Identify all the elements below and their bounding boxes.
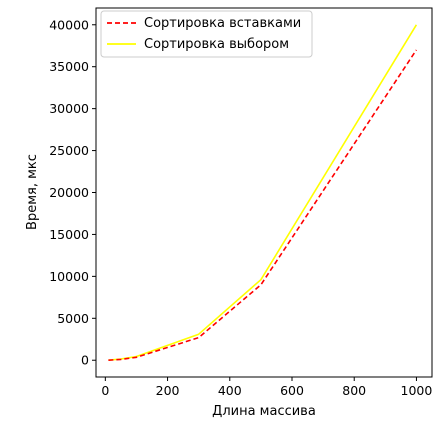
series-line-insertion <box>108 49 418 361</box>
y-tick-label: 20000 <box>49 185 89 200</box>
series-layer <box>108 24 418 361</box>
x-tick-label: 400 <box>218 383 242 398</box>
y-tick-label: 5000 <box>57 311 89 326</box>
x-tick-label: 0 <box>101 383 109 398</box>
legend-label-insertion: Сортировка вставками <box>144 16 301 31</box>
legend-label-selection: Сортировка выбором <box>144 37 289 52</box>
x-tick-label: 200 <box>156 383 180 398</box>
y-tick-label: 40000 <box>49 17 89 32</box>
x-axis-label: Длина массива <box>212 404 316 419</box>
y-tick-label: 15000 <box>49 227 89 242</box>
x-tick-label: 1000 <box>401 383 433 398</box>
y-tick-label: 30000 <box>49 101 89 116</box>
legend-box <box>100 10 313 58</box>
y-tick-label: 35000 <box>49 59 89 74</box>
y-tick-label: 10000 <box>49 269 89 284</box>
plot-background <box>96 8 432 377</box>
y-axis-label: Время, мкс <box>25 154 40 230</box>
legend: Сортировка вставками Сортировка выбором <box>100 10 313 58</box>
x-tick-label: 800 <box>342 383 366 398</box>
y-tick-label: 0 <box>81 353 89 368</box>
x-tick-label: 600 <box>280 383 304 398</box>
y-axis-ticks: 0 5000 10000 15000 20000 25000 30000 35000 40000 <box>49 17 96 368</box>
x-axis-ticks: 0 200 400 600 800 1000 <box>101 377 432 398</box>
y-tick-label: 25000 <box>49 143 89 158</box>
